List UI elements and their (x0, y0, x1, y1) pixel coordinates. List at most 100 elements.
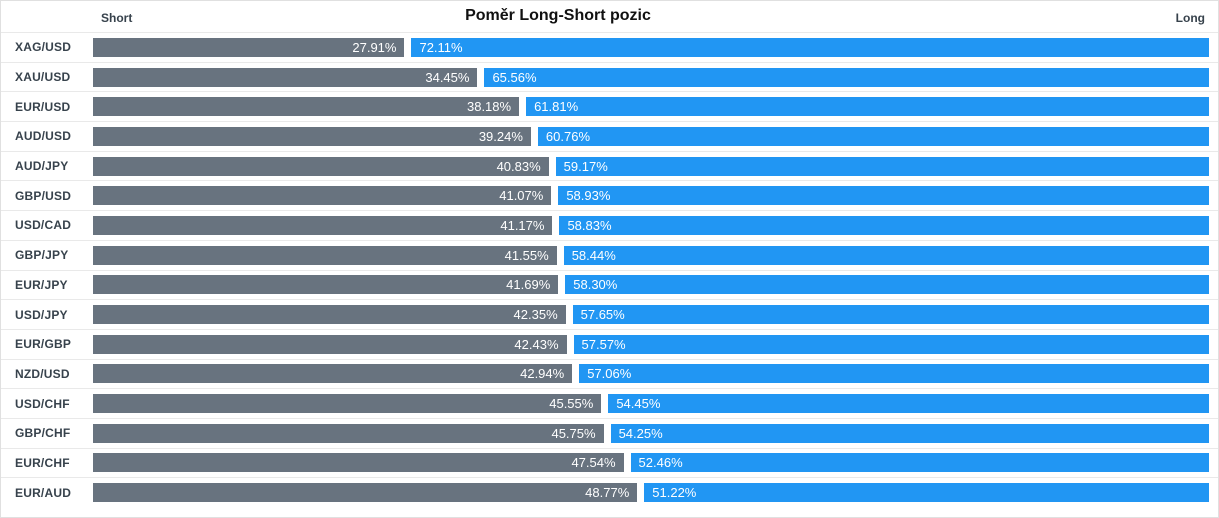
short-bar[interactable]: 45.55% (93, 394, 602, 414)
pair-label: EUR/USD (15, 99, 71, 114)
long-bar[interactable]: 51.22% (644, 483, 1209, 503)
chart-title: Poměr Long-Short pozic (465, 7, 651, 24)
long-bar[interactable]: 58.83% (559, 215, 1209, 235)
chart-row: EUR/CHF 47.54% 52.46% (1, 447, 1218, 478)
short-value-label: 42.94% (520, 366, 565, 382)
long-value-label: 65.56% (492, 69, 537, 85)
long-value-label: 60.76% (545, 128, 590, 144)
bar-group: 42.94% 57.06% (93, 364, 1209, 384)
short-bar[interactable]: 47.54% (93, 453, 624, 473)
chart-header: Short Poměr Long-Short pozic Long (1, 1, 1218, 32)
long-bar[interactable]: 52.46% (630, 453, 1209, 473)
short-bar[interactable]: 34.45% (93, 67, 478, 87)
chart-row: GBP/USD 41.07% 58.93% (1, 180, 1218, 210)
bar-group: 40.83% 59.17% (93, 156, 1209, 176)
long-bar[interactable]: 60.76% (537, 126, 1209, 146)
pair-label: USD/JPY (15, 307, 68, 322)
pair-label: NZD/USD (15, 366, 70, 381)
long-value-label: 54.45% (616, 396, 661, 412)
long-bar[interactable]: 54.25% (610, 423, 1209, 443)
chart-row: XAG/USD 27.91% 72.11% (1, 32, 1218, 62)
long-value-label: 58.30% (573, 277, 618, 293)
short-series-label: Short (101, 11, 133, 25)
long-bar[interactable]: 58.44% (563, 245, 1209, 265)
pair-label: USD/CHF (15, 396, 70, 411)
long-bar[interactable]: 57.06% (579, 364, 1209, 384)
chart-row: GBP/CHF 45.75% 54.25% (1, 417, 1218, 448)
long-value-label: 57.06% (587, 366, 632, 382)
chart-rows: XAG/USD 27.91% 72.11% XAU/USD 34.45% 65.… (1, 32, 1218, 507)
bar-group: 27.91% 72.11% (93, 37, 1209, 57)
short-bar[interactable]: 45.75% (93, 423, 604, 443)
bar-group: 42.35% 57.65% (93, 305, 1209, 325)
pair-label: GBP/JPY (15, 248, 69, 263)
short-bar[interactable]: 41.69% (93, 275, 559, 295)
short-value-label: 34.45% (425, 69, 470, 85)
short-bar[interactable]: 38.18% (93, 97, 520, 117)
long-bar[interactable]: 57.57% (573, 334, 1209, 354)
chart-row: USD/CHF 45.55% 54.45% (1, 388, 1218, 418)
long-value-label: 57.65% (580, 307, 625, 323)
pair-label: USD/CAD (15, 218, 72, 233)
bar-group: 39.24% 60.76% (93, 126, 1209, 146)
chart-row: AUD/USD 39.24% 60.76% (1, 121, 1218, 151)
chart-row: EUR/AUD 48.77% 51.22% (1, 477, 1218, 507)
short-bar[interactable]: 40.83% (93, 156, 549, 176)
pair-label: AUD/USD (15, 129, 72, 144)
short-bar[interactable]: 42.35% (93, 305, 566, 325)
short-value-label: 39.24% (478, 128, 523, 144)
long-bar[interactable]: 58.93% (558, 186, 1209, 206)
long-value-label: 54.25% (618, 425, 663, 441)
bar-group: 41.17% 58.83% (93, 215, 1209, 235)
bar-group: 38.18% 61.81% (93, 97, 1209, 117)
short-bar[interactable]: 41.55% (93, 245, 557, 265)
pair-label: GBP/CHF (15, 426, 71, 441)
bar-group: 45.75% 54.25% (93, 423, 1209, 443)
long-value-label: 57.57% (581, 336, 626, 352)
short-value-label: 41.17% (500, 217, 545, 233)
long-value-label: 58.83% (567, 217, 612, 233)
short-bar[interactable]: 39.24% (93, 126, 531, 146)
long-bar[interactable]: 72.11% (411, 37, 1209, 57)
long-bar[interactable]: 54.45% (608, 394, 1209, 414)
chart-row: USD/JPY 42.35% 57.65% (1, 299, 1218, 329)
short-value-label: 42.35% (513, 307, 558, 323)
chart-row: EUR/GBP 42.43% 57.57% (1, 328, 1218, 359)
short-bar[interactable]: 41.17% (93, 215, 553, 235)
short-bar[interactable]: 27.91% (93, 37, 405, 57)
pair-label: XAU/USD (15, 70, 71, 85)
short-value-label: 40.83% (496, 158, 541, 174)
pair-label: EUR/AUD (15, 485, 72, 500)
bar-group: 48.77% 51.22% (93, 483, 1209, 503)
long-series-label: Long (1175, 11, 1205, 25)
bar-group: 41.55% 58.44% (93, 245, 1209, 265)
short-value-label: 27.91% (352, 39, 397, 55)
chart-row: XAU/USD 34.45% 65.56% (1, 61, 1218, 92)
bar-group: 34.45% 65.56% (93, 67, 1209, 87)
short-bar[interactable]: 41.07% (93, 186, 552, 206)
bar-group: 41.69% 58.30% (93, 275, 1209, 295)
long-value-label: 51.22% (652, 485, 697, 501)
short-bar[interactable]: 48.77% (93, 483, 638, 503)
pair-label: GBP/USD (15, 188, 72, 203)
bar-group: 47.54% 52.46% (93, 453, 1209, 473)
long-bar[interactable]: 59.17% (555, 156, 1209, 176)
long-bar[interactable]: 65.56% (484, 67, 1209, 87)
pair-label: EUR/JPY (15, 277, 68, 292)
long-bar[interactable]: 61.81% (526, 97, 1209, 117)
pair-label: AUD/JPY (15, 159, 69, 174)
short-value-label: 38.18% (466, 99, 512, 115)
chart-row: AUD/JPY 40.83% 59.17% (1, 150, 1218, 181)
long-bar[interactable]: 58.30% (565, 275, 1209, 295)
short-bar[interactable]: 42.43% (93, 334, 567, 354)
pair-label: XAG/USD (15, 40, 72, 55)
short-value-label: 42.43% (514, 336, 559, 352)
long-value-label: 72.11% (419, 39, 463, 55)
short-value-label: 41.55% (504, 247, 549, 263)
chart-row: NZD/USD 42.94% 57.06% (1, 358, 1218, 389)
long-value-label: 58.93% (566, 188, 611, 204)
long-value-label: 58.44% (571, 247, 616, 263)
short-bar[interactable]: 42.94% (93, 364, 573, 384)
bar-group: 45.55% 54.45% (93, 394, 1209, 414)
long-bar[interactable]: 57.65% (572, 305, 1209, 325)
